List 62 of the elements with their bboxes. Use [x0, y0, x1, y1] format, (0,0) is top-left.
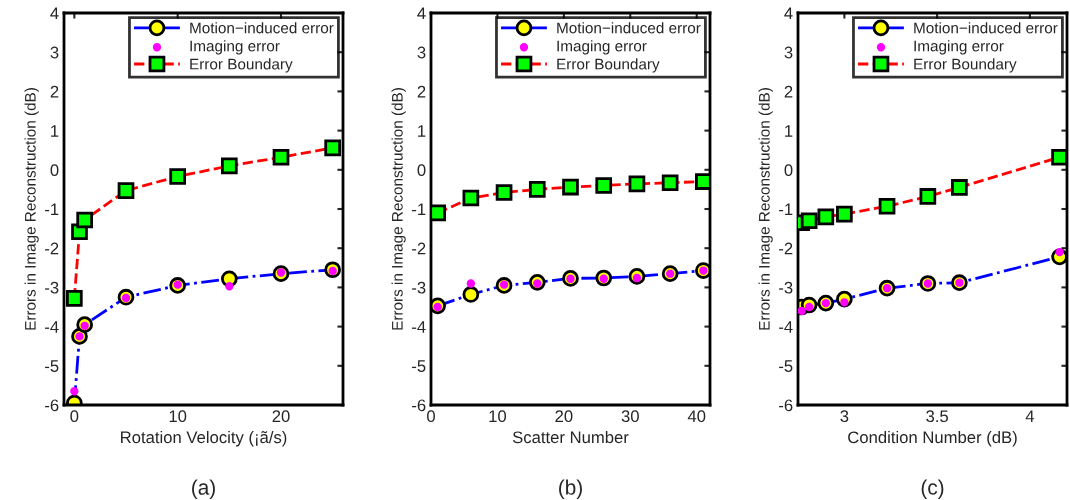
y-tick-label: -3: [45, 281, 59, 294]
x-axis-title: Scatter Number: [512, 430, 629, 444]
y-tick-label: 4: [784, 7, 793, 20]
x-tick-label: 3: [840, 410, 849, 423]
y-tick-label: 4: [50, 7, 59, 20]
y-tick-label: -2: [412, 242, 426, 255]
x-tick-label: 10: [169, 410, 187, 423]
legend-label: Imaging error: [190, 40, 280, 55]
y-tick-label: 2: [50, 85, 59, 98]
x-tick-label: 30: [621, 410, 639, 423]
y-axis-title: Errors in Image Reconstruction (dB): [758, 88, 773, 330]
y-tick-label: 3: [784, 46, 793, 59]
y-tick-label: 0: [50, 164, 59, 176]
y-tick-label: -6: [45, 399, 59, 412]
legend-label: Error Boundary: [557, 58, 660, 73]
y-tick-label: -1: [45, 203, 59, 216]
y-tick-label: 0: [784, 164, 793, 176]
x-tick-label: 40: [687, 410, 706, 423]
x-tick-label: 20: [555, 410, 573, 423]
y-tick-label: 1: [51, 125, 59, 137]
y-tick-label: -2: [45, 242, 59, 255]
text: (c): [921, 479, 944, 499]
y-tick-label: 3: [50, 46, 59, 59]
y-tick-label: -3: [779, 281, 793, 294]
legend-label: Imaging error: [914, 40, 1004, 55]
y-tick-label: -4: [779, 321, 793, 333]
y-tick-label: -4: [412, 321, 426, 333]
x-axis-title: Condition Number (dB): [848, 430, 1017, 447]
y-tick-label: 0: [417, 164, 426, 176]
y-tick-label: -6: [779, 399, 793, 412]
y-tick-label: -5: [45, 360, 59, 372]
y-tick-label: -3: [412, 281, 426, 294]
text: (a): [192, 479, 215, 499]
y-tick-label: 3: [417, 46, 426, 59]
y-tick-label: 1: [785, 125, 793, 137]
y-axis-title: Errors in Image Reconstruction (dB): [391, 88, 406, 330]
y-tick-label: 2: [417, 85, 426, 98]
y-tick-label: -4: [45, 321, 59, 333]
y-tick-label: -2: [779, 242, 793, 255]
x-tick-label: 20: [272, 410, 290, 423]
y-axis-title: Errors in Image Reconstruction (dB): [24, 88, 39, 330]
legend-label: Motion−induced error: [190, 22, 334, 34]
y-tick-label: 4: [417, 7, 426, 20]
x-tick-label: 0: [427, 410, 435, 423]
y-tick-label: -5: [779, 360, 793, 372]
y-tick-label: -1: [779, 203, 793, 216]
legend-label: Error Boundary: [914, 58, 1017, 73]
legend-label: Motion−induced error: [914, 22, 1058, 34]
legend-label: Motion−induced error: [557, 22, 701, 34]
x-tick-label: 0: [70, 410, 79, 423]
x-axis-title: Rotation Velocity (¡ã/s): [121, 430, 287, 447]
legend-label: Error Boundary: [190, 58, 293, 73]
y-tick-label: -6: [412, 399, 426, 412]
y-tick-label: 2: [784, 85, 793, 98]
text: (b): [559, 479, 582, 499]
y-tick-label: 1: [418, 125, 426, 137]
y-tick-label: -1: [412, 203, 426, 216]
x-tick-label: 10: [489, 410, 507, 423]
y-tick-label: -5: [412, 360, 426, 372]
x-tick-label: 3.5: [926, 410, 949, 423]
legend-label: Imaging error: [557, 40, 647, 55]
x-tick-label: 4: [1025, 410, 1035, 422]
